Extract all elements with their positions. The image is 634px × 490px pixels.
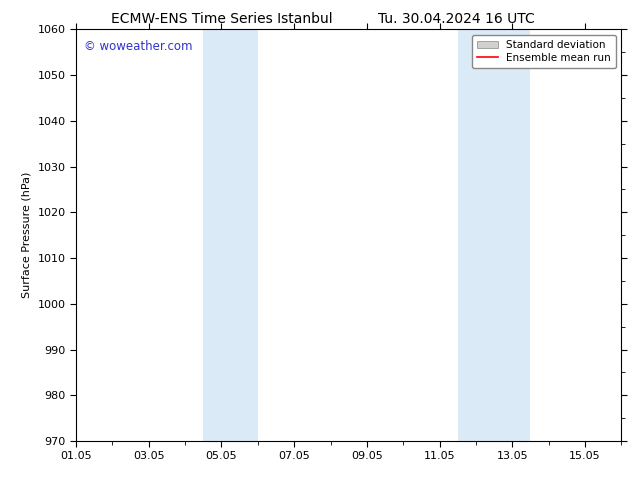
Text: © woweather.com: © woweather.com [84, 40, 193, 53]
Bar [204, 29, 258, 441]
Bar [458, 29, 531, 441]
Text: Tu. 30.04.2024 16 UTC: Tu. 30.04.2024 16 UTC [378, 12, 535, 26]
Legend: Standard deviation, Ensemble mean run: Standard deviation, Ensemble mean run [472, 35, 616, 68]
Text: ECMW-ENS Time Series Istanbul: ECMW-ENS Time Series Istanbul [111, 12, 333, 26]
Y-axis label: Surface Pressure (hPa): Surface Pressure (hPa) [22, 172, 32, 298]
